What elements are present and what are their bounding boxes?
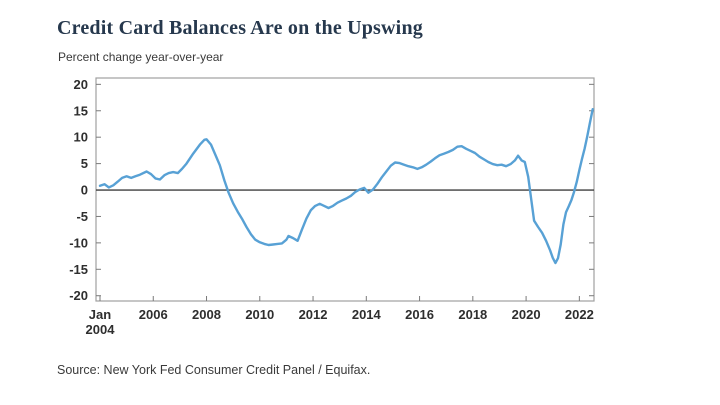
x-tick-label: 2020: [512, 307, 541, 322]
x-tick-label: 2008: [192, 307, 221, 322]
x-tick-label: Jan 2004: [86, 307, 116, 337]
x-tick-label: 2010: [245, 307, 274, 322]
chart-subtitle: Percent change year-over-year: [58, 50, 224, 64]
chart-title: Credit Card Balances Are on the Upswing: [57, 17, 423, 39]
y-tick-label: 20: [74, 77, 88, 92]
x-tick-label: 2006: [139, 307, 168, 322]
x-tick-label: 2016: [405, 307, 434, 322]
y-tick-label: -5: [76, 209, 88, 224]
y-tick-label: 0: [81, 183, 88, 198]
y-tick-label: 10: [74, 130, 88, 145]
y-tick-label: 5: [81, 156, 88, 171]
data-line-credit-card-balances: [98, 108, 594, 265]
source-note: Source: New York Fed Consumer Credit Pan…: [57, 363, 371, 377]
y-tick-label: 15: [74, 103, 88, 118]
x-tick-label: 2018: [458, 307, 487, 322]
x-tick-label: 2022: [565, 307, 594, 322]
y-tick-label: -15: [69, 262, 88, 277]
x-tick-label: 2014: [352, 307, 382, 322]
y-tick-label: -20: [69, 288, 88, 303]
y-tick-label: -10: [69, 235, 88, 250]
x-tick-label: 2012: [299, 307, 328, 322]
